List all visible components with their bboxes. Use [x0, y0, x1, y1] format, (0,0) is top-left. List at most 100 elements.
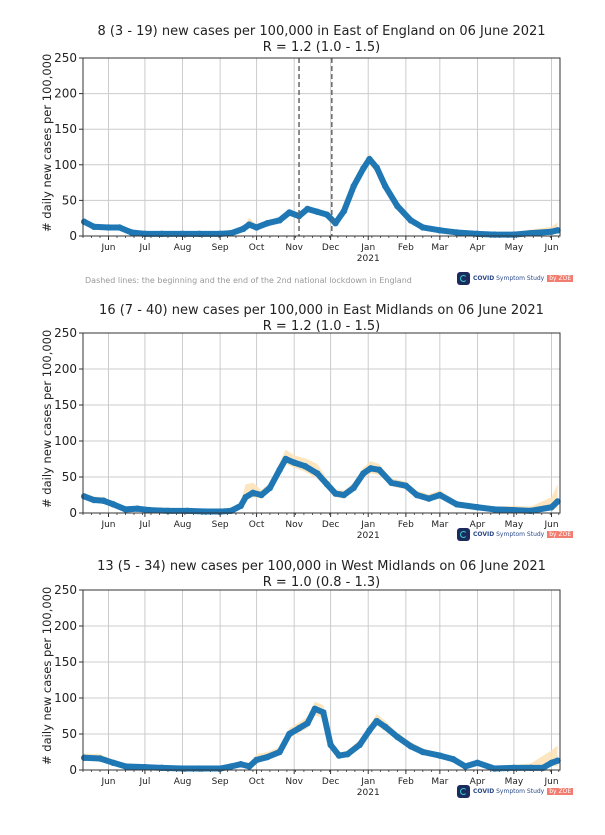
data-point: [323, 481, 331, 488]
y-tick-label: 150: [54, 122, 77, 136]
series-line: [81, 705, 561, 772]
data-point: [141, 230, 149, 238]
data-point: [304, 720, 311, 727]
x-tick-label: Feb: [398, 243, 414, 253]
data-point: [110, 759, 117, 766]
data-point: [242, 493, 249, 501]
x-tick-label: May: [505, 243, 524, 253]
x-tick-label: Dec: [322, 243, 339, 253]
data-point: [301, 463, 309, 470]
data-point: [491, 231, 498, 238]
data-point: [367, 465, 374, 472]
y-tick-label: 200: [54, 87, 77, 101]
x-year-label: 2021: [357, 788, 380, 798]
x-tick-label: Jan: [360, 243, 375, 253]
data-point: [122, 506, 129, 513]
x-tick-label: Nov: [285, 777, 303, 787]
data-point: [227, 507, 235, 515]
x-tick-label: Apr: [470, 243, 486, 253]
chart-panel-east-midlands: 16 (7 - 40) new cases per 100,000 in Eas…: [0, 300, 605, 555]
data-point: [407, 217, 414, 224]
x-year-label: 2021: [357, 531, 380, 541]
data-point: [527, 229, 535, 237]
data-point: [196, 230, 203, 238]
data-point: [491, 506, 498, 513]
logo-text: COVID Symptom Study: [473, 531, 544, 538]
logo-icon: [457, 785, 470, 798]
x-tick-label: Feb: [398, 777, 414, 787]
y-tick-label: 250: [54, 326, 77, 340]
x-tick-label: Dec: [322, 520, 339, 530]
data-point: [554, 227, 561, 234]
data-point: [253, 224, 260, 231]
logo-name: Symptom Study: [496, 531, 545, 538]
data-point: [276, 217, 283, 224]
y-tick-label: 0: [69, 763, 77, 777]
data-point: [332, 490, 339, 497]
x-tick-label: Oct: [249, 520, 265, 530]
chart-svg: 0 50 100 150 200 250 Jun Jul Aug Sep Oct Nov Dec Jan F…: [54, 583, 561, 798]
data-point: [340, 207, 348, 215]
data-point: [425, 495, 433, 502]
data-point: [419, 748, 427, 756]
y-tick-label: 200: [54, 619, 77, 633]
logo-brand: COVID: [473, 788, 495, 795]
data-point: [413, 491, 420, 499]
subtitle-line: R = 1.2 (1.0 - 1.5): [262, 319, 381, 334]
chart-panel-west-midlands: 13 (5 - 34) new cases per 100,000 in Wes…: [0, 555, 605, 835]
series-line: [81, 456, 561, 515]
data-point: [344, 750, 351, 758]
x-tick-label: Nov: [285, 243, 303, 253]
x-tick-label: Nov: [285, 520, 303, 530]
data-point: [264, 753, 271, 761]
data-point: [295, 725, 303, 732]
data-point: [419, 224, 427, 231]
data-point: [360, 470, 367, 477]
chart-svg: 0 50 100 150 200 250 Jun Jul Aug Sep Oct Nov Dec Jan F…: [54, 51, 561, 264]
x-tick-label: Apr: [470, 520, 486, 530]
x-tick-label: Aug: [174, 777, 192, 787]
y-tick-label: 0: [69, 229, 77, 243]
data-point: [116, 224, 123, 231]
confidence-band: [84, 154, 558, 236]
y-tick-label: 250: [54, 51, 77, 65]
data-point: [184, 507, 191, 515]
x-tick-label: Apr: [470, 777, 486, 787]
data-point: [436, 752, 444, 759]
data-point: [394, 733, 401, 741]
x-tick-label: Dec: [322, 777, 339, 787]
lockdown-footnote: Dashed lines: the beginning and the end …: [85, 276, 412, 285]
data-point: [286, 730, 293, 738]
x-tick-label: Sep: [212, 243, 229, 253]
data-point: [510, 506, 518, 514]
chart-panel-east-of-england: 8 (3 - 19) new cases per 100,000 in East…: [0, 0, 605, 300]
data-point: [350, 484, 357, 491]
x-tick-label: Oct: [249, 777, 265, 787]
title-line: 13 (5 - 34) new cases per 100,000 in Wes…: [97, 559, 546, 574]
data-point: [539, 764, 547, 772]
data-point: [350, 182, 357, 190]
logo-icon: [457, 272, 470, 285]
data-point: [314, 208, 321, 215]
x-tick-label: Jun: [543, 520, 558, 530]
data-point: [373, 164, 380, 171]
plot-frame: [82, 57, 561, 237]
data-point: [295, 212, 303, 220]
data-point: [158, 764, 166, 772]
x-tick-label: Feb: [398, 520, 414, 530]
data-point: [373, 717, 380, 725]
logo-text: COVID Symptom Study: [473, 275, 544, 282]
x-tick-label: Mar: [431, 777, 448, 787]
subtitle-line: R = 1.0 (0.8 - 1.3): [262, 575, 381, 590]
data-point: [81, 493, 88, 500]
data-point: [100, 497, 107, 504]
data-point: [264, 219, 271, 227]
data-point: [146, 506, 153, 514]
chart-svg: 0 50 100 150 200 250 Jun Jul Aug Sep Oct Nov Dec Jan F…: [54, 326, 561, 541]
x-tick-label: Jun: [100, 777, 115, 787]
data-point: [320, 709, 327, 716]
data-point: [407, 743, 414, 750]
data-point: [360, 165, 367, 172]
x-tick-label: Jun: [543, 777, 558, 787]
data-point: [554, 498, 561, 505]
